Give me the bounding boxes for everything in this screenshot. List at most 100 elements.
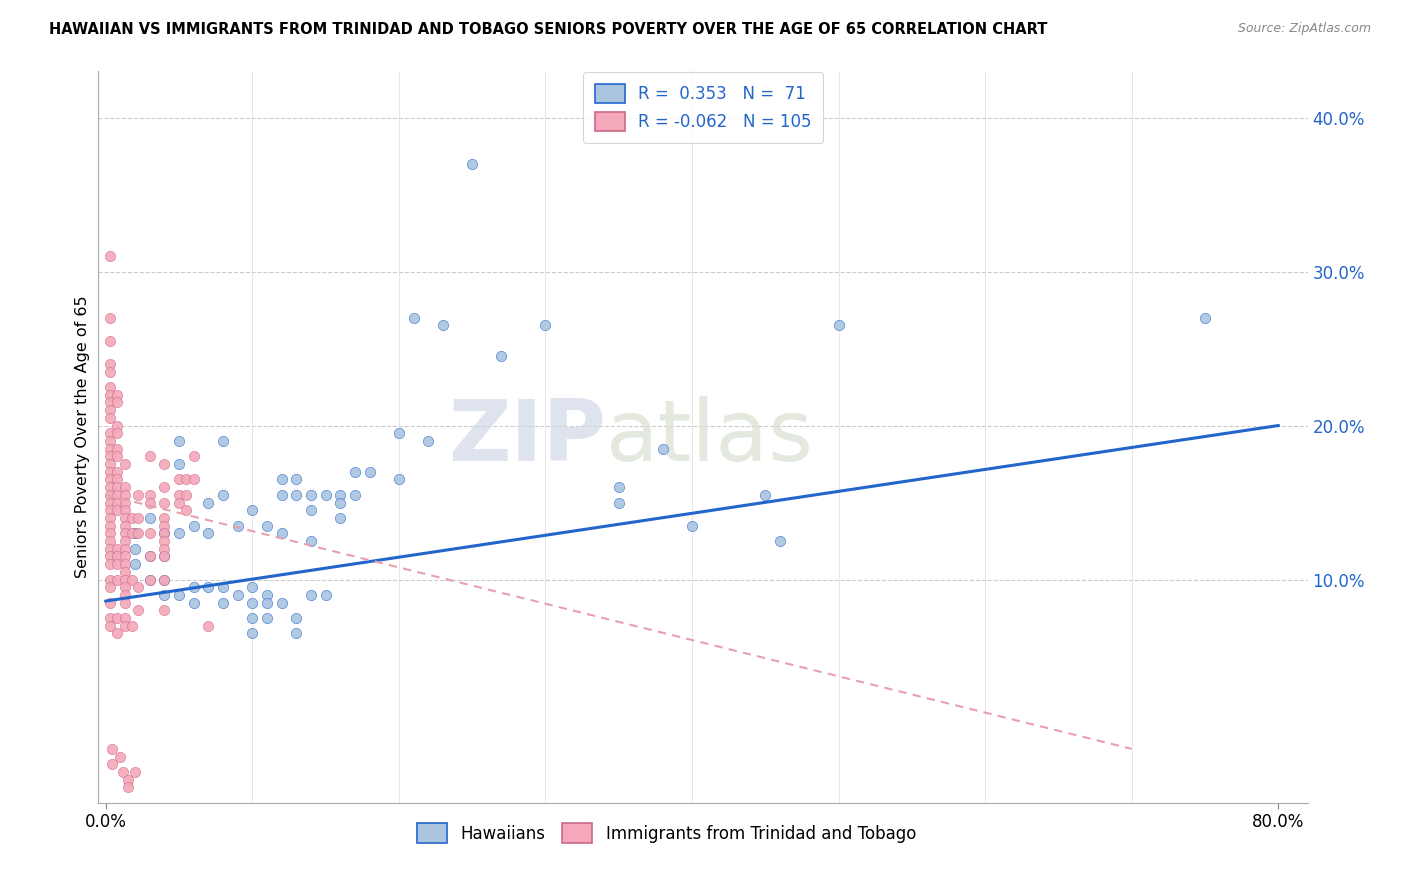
- Point: [153, 549, 176, 564]
- Point: [153, 526, 176, 541]
- Point: [124, 526, 146, 541]
- Point: [138, 549, 160, 564]
- Point: [107, 472, 129, 486]
- Point: [270, 596, 292, 610]
- Point: [329, 495, 352, 509]
- Text: ZIP: ZIP: [449, 395, 606, 479]
- Point: [197, 495, 219, 509]
- Point: [121, 511, 143, 525]
- Point: [153, 573, 176, 587]
- Point: [167, 457, 190, 471]
- Point: [98, 503, 121, 517]
- Point: [256, 518, 278, 533]
- Point: [114, 511, 136, 525]
- Point: [388, 426, 411, 441]
- Point: [299, 534, 322, 549]
- Point: [117, 772, 139, 787]
- Point: [167, 526, 190, 541]
- Point: [153, 549, 176, 564]
- Point: [315, 488, 337, 502]
- Point: [153, 588, 176, 602]
- Point: [107, 549, 129, 564]
- Point: [183, 518, 205, 533]
- Point: [299, 588, 322, 602]
- Point: [98, 450, 121, 464]
- Point: [167, 472, 190, 486]
- Point: [127, 488, 149, 502]
- Point: [98, 410, 121, 425]
- Point: [114, 534, 136, 549]
- Point: [343, 465, 366, 479]
- Point: [329, 511, 352, 525]
- Point: [138, 488, 160, 502]
- Point: [127, 511, 149, 525]
- Point: [240, 596, 263, 610]
- Point: [607, 480, 630, 494]
- Point: [114, 495, 136, 509]
- Point: [98, 395, 121, 409]
- Point: [138, 495, 160, 509]
- Point: [491, 349, 513, 363]
- Point: [114, 611, 136, 625]
- Point: [226, 518, 249, 533]
- Point: [681, 518, 703, 533]
- Point: [754, 488, 776, 502]
- Point: [226, 588, 249, 602]
- Point: [107, 611, 129, 625]
- Point: [98, 426, 121, 441]
- Point: [107, 395, 129, 409]
- Point: [299, 488, 322, 502]
- Point: [98, 380, 121, 394]
- Point: [114, 518, 136, 533]
- Point: [153, 603, 176, 617]
- Point: [270, 488, 292, 502]
- Point: [183, 580, 205, 594]
- Point: [299, 503, 322, 517]
- Point: [124, 764, 146, 779]
- Point: [285, 611, 308, 625]
- Point: [827, 318, 849, 333]
- Point: [107, 480, 129, 494]
- Point: [240, 580, 263, 594]
- Point: [153, 526, 176, 541]
- Point: [176, 488, 198, 502]
- Point: [256, 611, 278, 625]
- Point: [110, 749, 132, 764]
- Point: [98, 249, 121, 263]
- Point: [607, 495, 630, 509]
- Point: [121, 573, 143, 587]
- Point: [98, 580, 121, 594]
- Point: [124, 557, 146, 571]
- Point: [98, 472, 121, 486]
- Point: [769, 534, 792, 549]
- Point: [98, 434, 121, 448]
- Point: [107, 488, 129, 502]
- Point: [114, 457, 136, 471]
- Point: [98, 557, 121, 571]
- Legend: Hawaiians, Immigrants from Trinidad and Tobago: Hawaiians, Immigrants from Trinidad and …: [411, 817, 922, 849]
- Point: [256, 596, 278, 610]
- Point: [121, 618, 143, 632]
- Point: [285, 488, 308, 502]
- Point: [114, 541, 136, 556]
- Y-axis label: Seniors Poverty Over the Age of 65: Seniors Poverty Over the Age of 65: [75, 296, 90, 578]
- Point: [167, 434, 190, 448]
- Point: [98, 526, 121, 541]
- Point: [98, 457, 121, 471]
- Point: [98, 334, 121, 348]
- Point: [107, 557, 129, 571]
- Point: [100, 742, 122, 756]
- Point: [98, 442, 121, 456]
- Point: [107, 442, 129, 456]
- Point: [114, 588, 136, 602]
- Point: [329, 488, 352, 502]
- Text: atlas: atlas: [606, 395, 814, 479]
- Point: [114, 488, 136, 502]
- Point: [138, 511, 160, 525]
- Point: [138, 450, 160, 464]
- Point: [212, 580, 235, 594]
- Point: [240, 503, 263, 517]
- Point: [98, 534, 121, 549]
- Point: [183, 450, 205, 464]
- Point: [107, 573, 129, 587]
